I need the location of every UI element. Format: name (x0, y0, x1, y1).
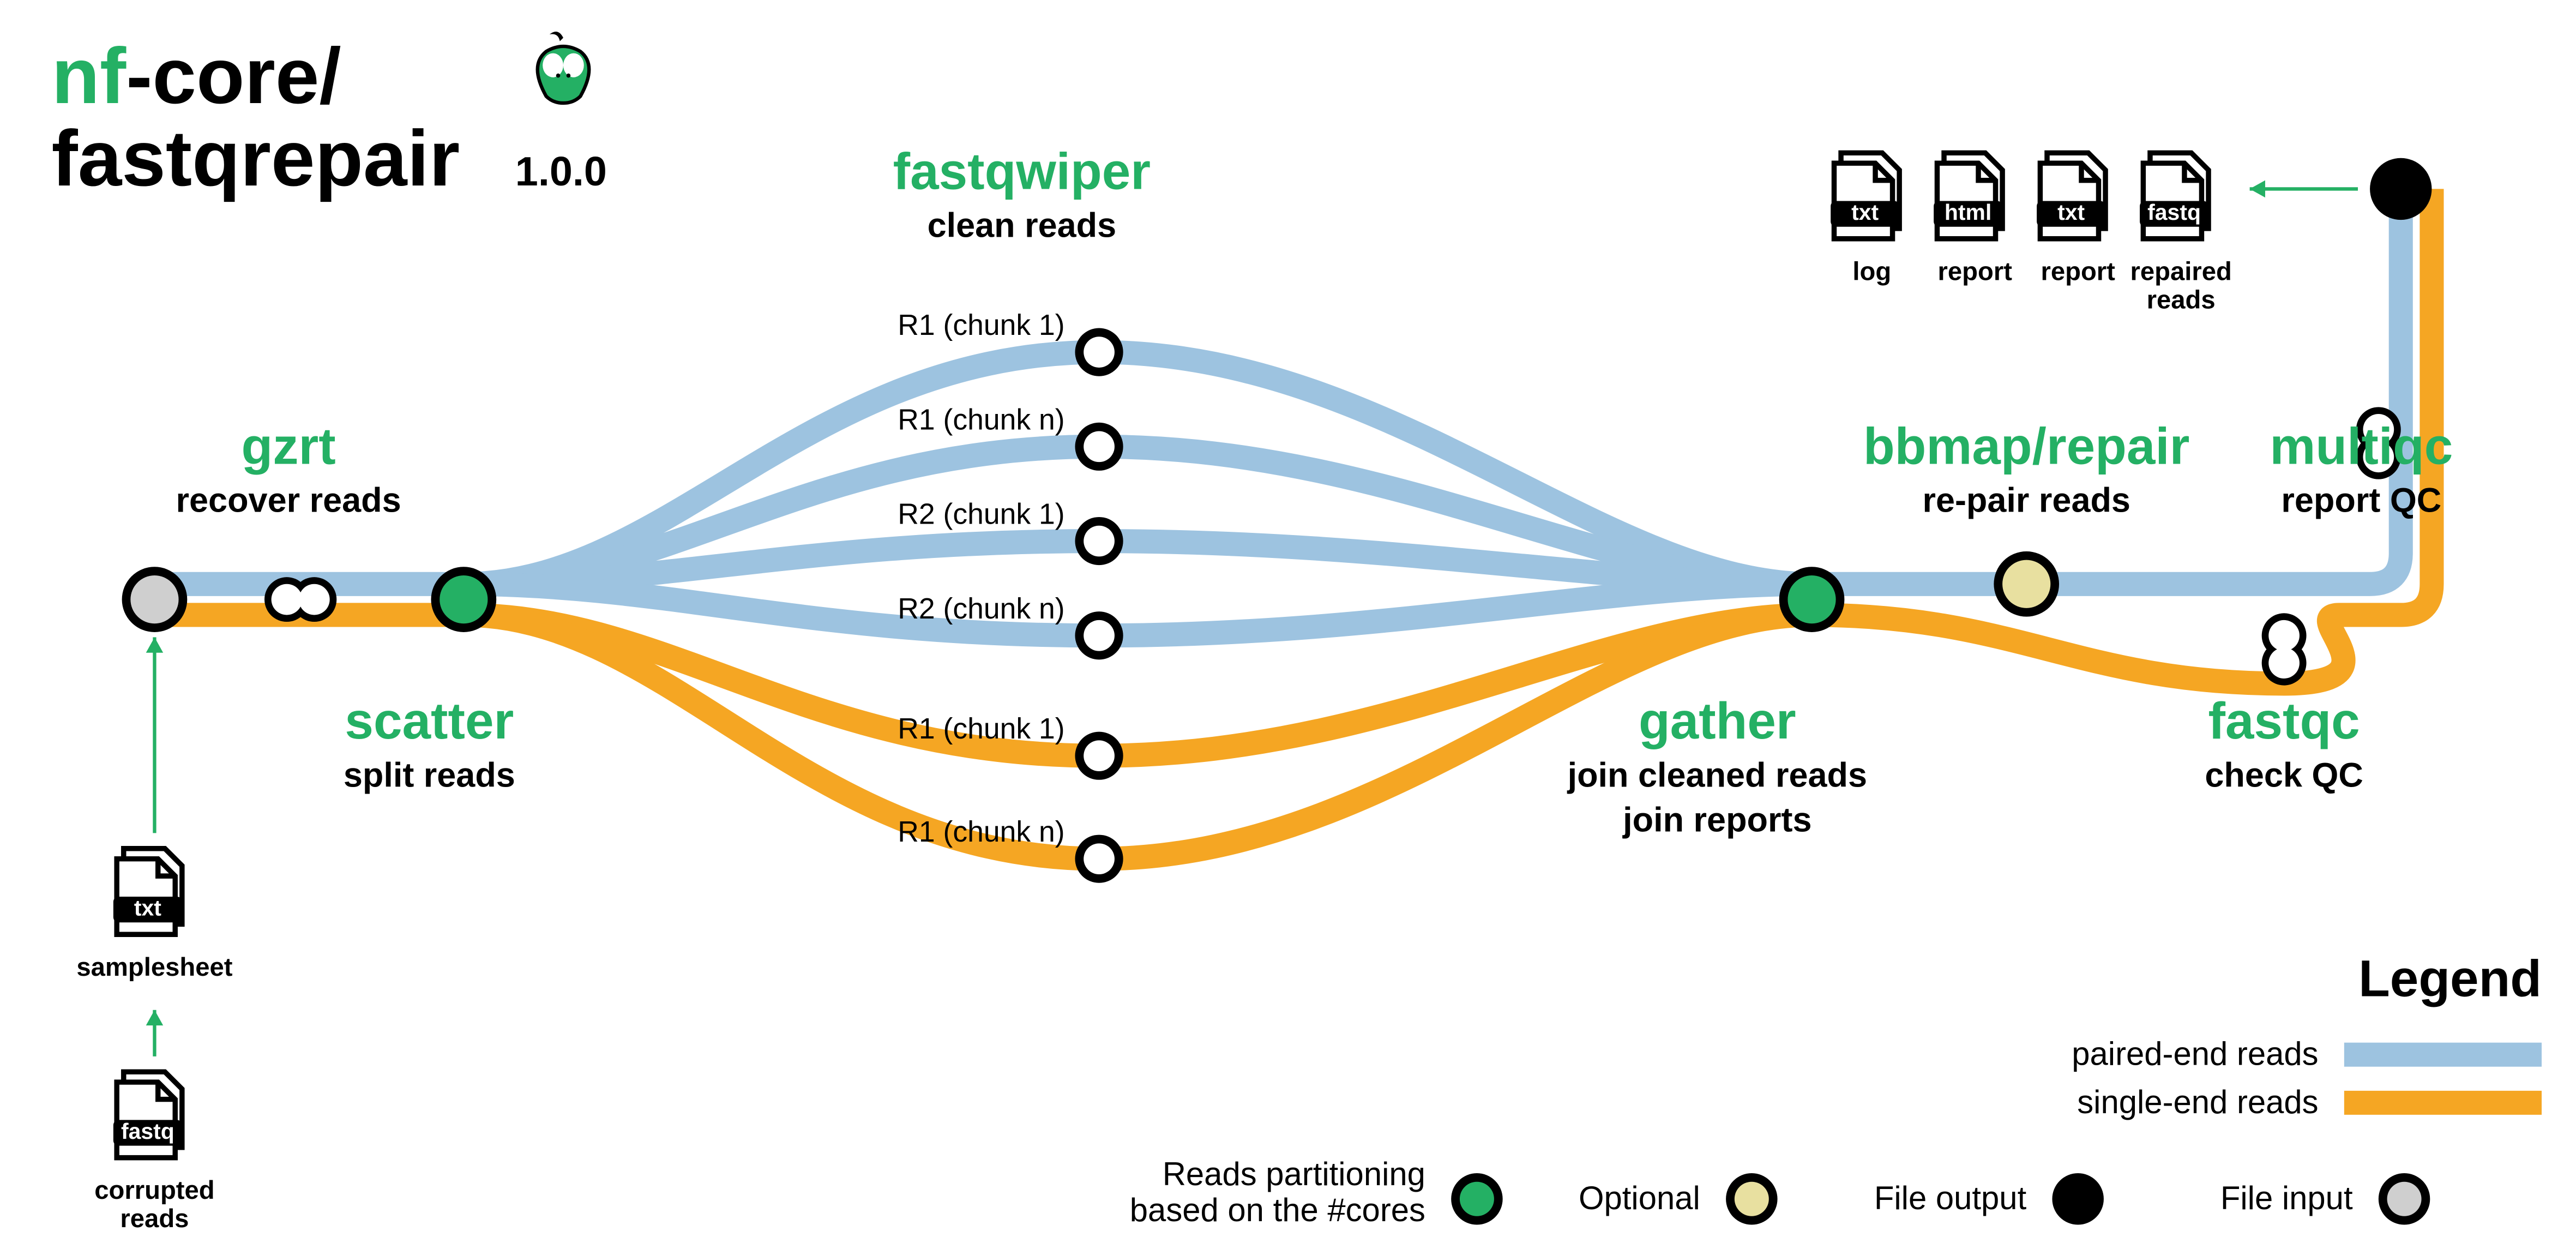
svg-text:recover reads: recover reads (176, 482, 401, 520)
svg-text:File output: File output (1874, 1180, 2027, 1216)
file-icon: txt (113, 849, 182, 934)
svg-text:R1 (chunk 1): R1 (chunk 1) (898, 713, 1064, 745)
step-fastqc-title: fastqc (2208, 692, 2360, 750)
svg-text:R1 (chunk 1): R1 (chunk 1) (898, 309, 1064, 341)
step-gather-title: gather (1639, 692, 1796, 750)
svg-text:report: report (2041, 257, 2115, 286)
svg-text:fastq: fastq (121, 1119, 174, 1144)
svg-text:R2 (chunk n): R2 (chunk n) (898, 593, 1064, 625)
svg-text:fastq: fastq (2147, 200, 2201, 225)
svg-text:single-end reads: single-end reads (2077, 1084, 2318, 1120)
svg-text:clean reads: clean reads (928, 207, 1117, 245)
svg-text:File input: File input (2220, 1180, 2353, 1216)
svg-text:Reads partitioningbased on the: Reads partitioningbased on the #cores (1130, 1156, 1425, 1228)
svg-text:nf-core/: nf-core/ (51, 32, 341, 120)
svg-text:1.0.0: 1.0.0 (515, 149, 607, 195)
svg-text:txt: txt (2057, 200, 2085, 225)
svg-text:split reads: split reads (344, 756, 515, 794)
svg-text:join reports: join reports (1622, 801, 1811, 839)
svg-text:samplesheet: samplesheet (76, 953, 232, 982)
step-bbmap-title: bbmap/repair (1863, 417, 2189, 475)
svg-text:check QC: check QC (2205, 756, 2363, 794)
svg-text:report QC: report QC (2281, 482, 2441, 520)
svg-text:paired-end reads: paired-end reads (2072, 1036, 2318, 1072)
svg-text:R1 (chunk n): R1 (chunk n) (898, 816, 1064, 848)
svg-text:Optional: Optional (1579, 1180, 1700, 1216)
step-fastqwiper-title: fastqwiper (893, 142, 1151, 200)
svg-text:corruptedreads: corruptedreads (94, 1176, 214, 1233)
svg-text:fastqrepair: fastqrepair (51, 114, 460, 202)
svg-text:log: log (1852, 257, 1891, 286)
svg-text:report: report (1938, 257, 2013, 286)
svg-text:R2 (chunk 1): R2 (chunk 1) (898, 499, 1064, 531)
file-icon: txt (2037, 153, 2105, 238)
file-icon: txt (1831, 153, 1899, 238)
file-icon: fastq (113, 1072, 182, 1157)
svg-text:R1 (chunk n): R1 (chunk n) (898, 404, 1064, 436)
svg-text:join cleaned reads: join cleaned reads (1567, 756, 1867, 794)
svg-text:txt: txt (134, 896, 161, 921)
file-icon: fastq (2140, 153, 2208, 238)
step-gzrt-title: gzrt (242, 417, 336, 475)
svg-text:html: html (1945, 200, 1991, 225)
file-icon: html (1934, 153, 2002, 238)
svg-text:txt: txt (1851, 200, 1879, 225)
svg-text:Legend: Legend (2358, 950, 2542, 1008)
svg-text:repairedreads: repairedreads (2130, 257, 2231, 314)
step-scatter-title: scatter (345, 692, 514, 750)
step-multiqc-title: multiqc (2270, 417, 2453, 475)
svg-text:re-pair reads: re-pair reads (1922, 482, 2130, 520)
